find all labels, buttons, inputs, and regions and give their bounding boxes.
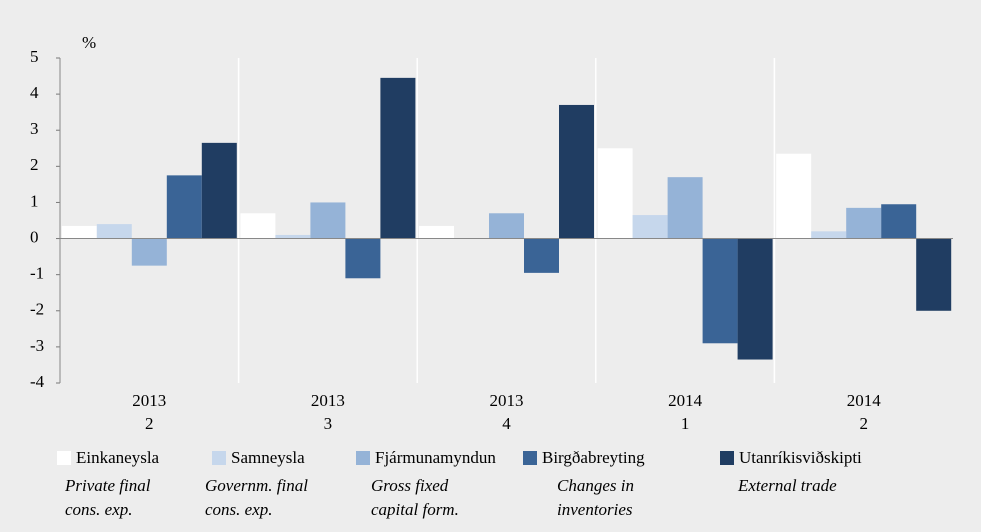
bar xyxy=(131,238,167,266)
y-tick-label: -3 xyxy=(30,336,44,355)
legend-label: Utanríkisviðskipti xyxy=(739,448,862,467)
x-tick-label: 2014 xyxy=(847,391,882,410)
bar xyxy=(916,238,952,311)
bar xyxy=(201,142,237,239)
bar xyxy=(667,177,703,239)
legend-swatch xyxy=(523,451,537,465)
legend-swatch xyxy=(356,451,370,465)
x-tick-label: 2013 xyxy=(490,391,524,410)
bar xyxy=(345,238,381,279)
legend-description: Changes in xyxy=(557,476,634,495)
y-tick-label: -2 xyxy=(30,300,44,319)
bar xyxy=(310,202,346,239)
legend-description: Gross fixed xyxy=(371,476,449,495)
bar xyxy=(776,153,812,239)
bar xyxy=(597,148,633,239)
y-tick-label: -4 xyxy=(30,372,45,391)
y-tick-label: -1 xyxy=(30,264,44,283)
x-tick-label: 1 xyxy=(681,414,690,433)
bar xyxy=(881,204,917,239)
legend-label: Birgðabreyting xyxy=(542,448,645,467)
bar xyxy=(632,215,668,239)
legend-description: External trade xyxy=(737,476,837,495)
legend-description: Governm. final xyxy=(205,476,308,495)
x-tick-label: 2 xyxy=(145,414,154,433)
bar xyxy=(846,207,882,239)
legend-description: cons. exp. xyxy=(65,500,133,519)
bar xyxy=(811,231,847,239)
legend-description: capital form. xyxy=(371,500,459,519)
bar xyxy=(380,77,416,239)
legend-swatch xyxy=(212,451,226,465)
y-tick-label: 2 xyxy=(30,155,39,174)
legend-swatch xyxy=(57,451,71,465)
bar xyxy=(737,238,773,360)
y-tick-label: 1 xyxy=(30,191,39,210)
x-tick-label: 2013 xyxy=(132,391,166,410)
y-axis-label: % xyxy=(82,33,96,52)
bar xyxy=(419,225,454,239)
bar xyxy=(240,213,276,239)
legend-swatch xyxy=(720,451,734,465)
bar xyxy=(96,224,132,239)
x-tick-label: 2 xyxy=(859,414,868,433)
bar xyxy=(489,213,524,239)
x-tick-label: 2014 xyxy=(668,391,703,410)
y-tick-label: 0 xyxy=(30,227,39,246)
bar xyxy=(166,175,202,239)
legend-label: Fjármunamyndun xyxy=(375,448,496,467)
x-tick-label: 3 xyxy=(324,414,333,433)
y-tick-label: 4 xyxy=(30,83,39,102)
bar xyxy=(61,225,97,239)
bar xyxy=(559,104,594,239)
legend-description: cons. exp. xyxy=(205,500,273,519)
bar xyxy=(702,238,738,344)
y-tick-label: 3 xyxy=(30,119,39,138)
x-tick-label: 2013 xyxy=(311,391,345,410)
legend-description: Private final xyxy=(64,476,151,495)
bar xyxy=(275,234,311,239)
bar xyxy=(524,238,559,273)
legend-label: Einkaneysla xyxy=(76,448,160,467)
x-tick-label: 4 xyxy=(502,414,511,433)
legend-description: inventories xyxy=(557,500,633,519)
y-tick-label: 5 xyxy=(30,47,39,66)
legend-label: Samneysla xyxy=(231,448,305,467)
